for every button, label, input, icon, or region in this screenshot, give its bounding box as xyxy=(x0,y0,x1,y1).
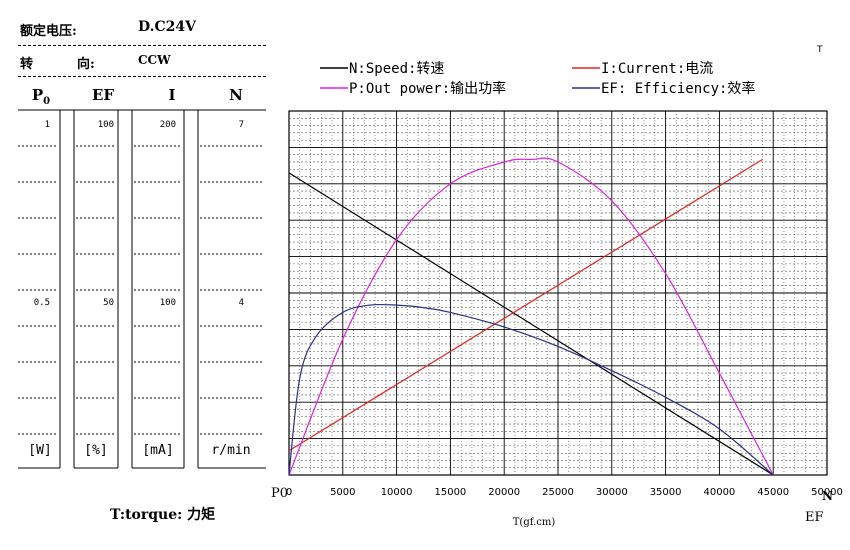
x-tick-label: 5000 xyxy=(330,487,355,498)
p0-corner-label: P0 xyxy=(271,486,288,501)
legend-power: P:Out power:输出功率 xyxy=(349,80,506,97)
col-title-ef: EF xyxy=(91,86,115,104)
rated-voltage-label: 额定电压: xyxy=(20,24,77,39)
ef-corner-label: EF xyxy=(805,510,824,525)
legend-current: I:Current:电流 xyxy=(601,61,713,77)
t-corner-label: T xyxy=(816,45,823,55)
i-mid-value: 100 xyxy=(159,298,176,308)
x-tick-label: 30000 xyxy=(596,487,628,498)
x-tick-label: 45000 xyxy=(757,487,789,498)
series-current-line xyxy=(288,158,763,452)
series-efficiency-line xyxy=(288,303,774,476)
col-title-n: N xyxy=(229,86,243,104)
n-corner-label: N xyxy=(822,489,833,503)
x-tick-label: 0 xyxy=(286,487,292,498)
legend-efficiency: EF: Efficiency:效率 xyxy=(601,80,755,97)
x-tick-label: 10000 xyxy=(381,487,413,498)
ef-unit: [%] xyxy=(84,443,108,458)
direction-label-char: 转 xyxy=(20,57,34,72)
x-axis-label: T(gf.cm) xyxy=(513,517,556,528)
series-speed-line xyxy=(288,172,774,476)
chart-series xyxy=(288,157,774,476)
x-tick-label: 25000 xyxy=(542,487,574,498)
x-tick-label: 15000 xyxy=(434,487,466,498)
n-mid-value: 4 xyxy=(238,298,244,308)
ef-top-value: 100 xyxy=(97,120,114,130)
x-tick-label: 40000 xyxy=(703,487,735,498)
torque-label: T:torque: 力矩 xyxy=(110,507,216,523)
ef-mid-value: 50 xyxy=(103,298,114,308)
legend: N:Speed:转速 P:Out power:输出功率 I:Current:电流… xyxy=(320,61,755,97)
rated-voltage-value: D.C24V xyxy=(138,19,197,35)
x-tick-label: 20000 xyxy=(488,487,520,498)
p0-unit: [W] xyxy=(28,443,52,458)
x-tick-labels: 0 5000 10000 15000 20000 25000 30000 35000 40000… xyxy=(286,487,843,498)
direction-label: 向: xyxy=(77,57,95,72)
legend-speed: N:Speed:转速 xyxy=(349,61,444,77)
n-top-value: 7 xyxy=(238,120,244,130)
series-power-line xyxy=(288,157,774,476)
x-tick-label: 35000 xyxy=(650,487,682,498)
chart-grid xyxy=(288,110,828,476)
scale-table-lines xyxy=(18,109,266,469)
header-divider xyxy=(18,45,266,46)
i-top-value: 200 xyxy=(159,120,176,130)
col-title-i: I xyxy=(168,86,176,104)
col-title-p0: P0 xyxy=(31,86,51,107)
p0-top-value: 1 xyxy=(44,120,50,130)
p0-mid-value: 0.5 xyxy=(33,298,50,308)
i-unit: [mA] xyxy=(142,443,174,458)
direction-value: CCW xyxy=(138,53,171,67)
n-unit: r/min xyxy=(211,443,251,458)
x-tick-label: 50000 xyxy=(811,487,843,498)
header-divider xyxy=(18,76,266,77)
